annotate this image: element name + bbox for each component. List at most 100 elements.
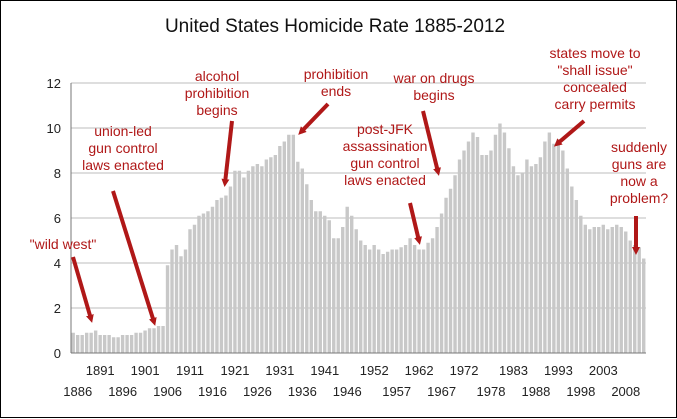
bar-1898 — [129, 335, 134, 353]
bar-1958 — [399, 247, 403, 353]
bar-1886 — [75, 335, 80, 353]
bar-1962 — [417, 249, 421, 353]
bar-1936 — [300, 168, 304, 353]
bar-1949 — [359, 240, 363, 353]
x-tick-label: 1993 — [544, 363, 573, 378]
bar-1969 — [448, 188, 453, 353]
annotation: "wild west" — [30, 236, 97, 323]
bar-1945 — [341, 227, 345, 353]
bar-1922 — [237, 170, 242, 353]
bar-1977 — [484, 155, 489, 353]
bars — [71, 123, 646, 353]
bar-1935 — [296, 161, 300, 353]
bar-1896 — [120, 335, 125, 353]
bar-1947 — [350, 215, 354, 353]
annotation-line: alcohol — [195, 68, 239, 84]
annotation-arrow — [221, 120, 234, 187]
x-tick-label: 1967 — [427, 384, 456, 399]
annotation-line: carry permits — [555, 96, 636, 112]
annotation-line: now a — [620, 173, 658, 189]
bar-1968 — [444, 197, 448, 353]
y-tick-label: 4 — [54, 256, 61, 271]
bar-1982 — [507, 148, 511, 353]
axes — [70, 83, 646, 354]
bar-1892 — [102, 335, 107, 353]
x-tick-label: 1978 — [477, 384, 506, 399]
bar-2011 — [637, 247, 641, 353]
annotation-line: ends — [321, 83, 351, 99]
bar-1926 — [255, 164, 260, 353]
annotation-line: prohibition — [185, 85, 250, 101]
bar-1927 — [260, 166, 264, 353]
x-tick-label: 1901 — [131, 363, 160, 378]
bar-1897 — [125, 335, 129, 353]
bar-1966 — [435, 227, 439, 353]
y-tick-label: 12 — [47, 76, 61, 91]
annotation-line: laws enacted — [344, 172, 426, 188]
annotation-line: laws enacted — [82, 157, 164, 173]
bar-1993 — [556, 139, 561, 353]
y-tick-label: 6 — [54, 211, 61, 226]
bar-1929 — [269, 157, 273, 353]
annotation-text: states move to "shall issue" concealed carr… — [549, 45, 640, 112]
annotation-line: gun control — [88, 140, 157, 156]
x-tick-label: 1926 — [243, 384, 272, 399]
bar-1932 — [282, 141, 287, 353]
bar-2002 — [597, 227, 601, 353]
annotation: war on drugs begins — [393, 70, 474, 176]
annotation-line: post-JFK — [357, 121, 414, 137]
bar-1999 — [583, 224, 588, 353]
x-tick-label: 1911 — [176, 363, 204, 378]
x-tick-label: 1941 — [310, 363, 339, 378]
bar-1974 — [471, 132, 475, 353]
x-tick-label: 1916 — [198, 384, 227, 399]
bar-1889 — [89, 332, 93, 353]
bar-1894 — [111, 337, 116, 353]
bar-1965 — [430, 238, 435, 353]
chart-title: United States Homicide Rate 1885-2012 — [165, 16, 505, 37]
y-tick-label: 10 — [47, 121, 61, 136]
annotation-line: guns are — [612, 156, 667, 172]
bar-1887 — [80, 335, 84, 353]
bar-1983 — [511, 166, 516, 353]
annotation: union-led gun control laws enacted — [82, 123, 164, 326]
bar-1952 — [372, 245, 376, 353]
bar-1901 — [143, 330, 147, 353]
bar-1910 — [183, 249, 188, 353]
bar-1917 — [215, 200, 219, 353]
bar-1914 — [201, 213, 206, 353]
bar-1903 — [152, 328, 156, 353]
bar-1992 — [552, 143, 556, 353]
bar-1984 — [516, 175, 520, 353]
bar-1961 — [412, 245, 417, 353]
x-tick-label: 1906 — [153, 384, 182, 399]
bar-1996 — [570, 186, 574, 353]
bar-1888 — [84, 332, 89, 353]
x-tick-label: 1946 — [333, 384, 362, 399]
bar-1931 — [278, 146, 282, 353]
bar-1991 — [547, 132, 552, 353]
bar-1915 — [206, 211, 210, 353]
bar-1902 — [147, 328, 152, 353]
annotation-arrow — [553, 119, 586, 147]
x-tick-label: 2008 — [611, 384, 640, 399]
annotation: post-JFK assassination gun control laws ena… — [343, 121, 427, 245]
x-tick-label: 1998 — [566, 384, 595, 399]
bar-2006 — [615, 224, 619, 353]
bar-2004 — [606, 229, 610, 353]
bar-2005 — [610, 227, 614, 353]
bar-1891 — [98, 335, 102, 353]
bar-1918 — [219, 197, 224, 353]
bar-1895 — [116, 337, 120, 353]
bar-2009 — [628, 240, 632, 353]
annotation-line: "wild west" — [30, 236, 97, 252]
bar-2008 — [624, 231, 628, 353]
annotation-text: prohibition ends — [304, 66, 369, 99]
bar-1885 — [71, 332, 75, 353]
x-tick-label: 1936 — [288, 384, 317, 399]
bar-1907 — [170, 249, 174, 353]
bar-1944 — [336, 238, 340, 353]
x-tick-label: 1972 — [450, 363, 479, 378]
annotation-line: problem? — [610, 190, 669, 206]
